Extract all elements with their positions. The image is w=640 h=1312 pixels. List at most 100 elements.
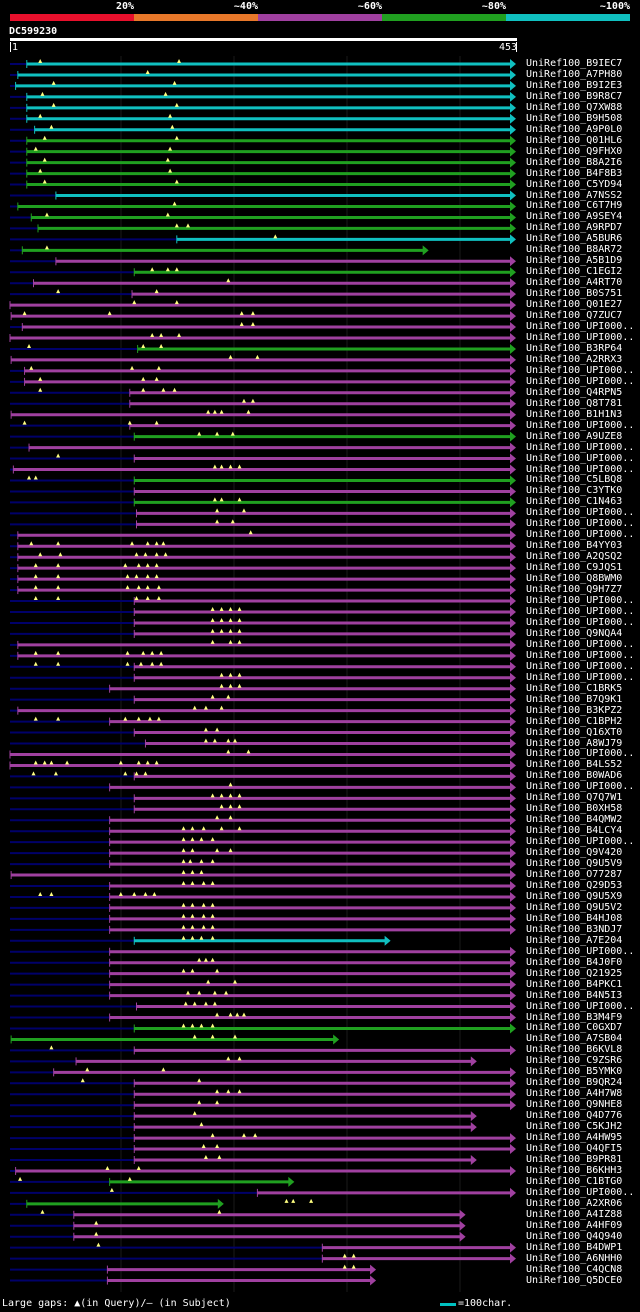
hit-label[interactable]: UniRef100_A4HF09: [526, 1219, 623, 1231]
hit-row[interactable]: [10, 135, 516, 146]
hit-row[interactable]: [10, 387, 516, 398]
hit-row[interactable]: [10, 585, 516, 596]
hit-row[interactable]: [10, 683, 516, 694]
hit-label[interactable]: UniRef100_UPI000..: [526, 649, 635, 661]
hit-row[interactable]: [10, 102, 516, 113]
hit-label[interactable]: UniRef100_B3RP64: [526, 342, 623, 354]
hit-row[interactable]: [9, 333, 516, 343]
hit-label[interactable]: UniRef100_UPI000..: [526, 595, 635, 607]
hit-label[interactable]: UniRef100_UPI000..: [526, 606, 635, 617]
hit-row[interactable]: [10, 124, 516, 135]
hit-label[interactable]: UniRef100_B4YY03: [526, 540, 623, 552]
hit-label[interactable]: UniRef100_UPI000..: [526, 529, 635, 541]
hit-row[interactable]: [10, 979, 516, 990]
hit-label[interactable]: UniRef100_A7PH80: [526, 68, 623, 80]
hit-row[interactable]: [10, 1056, 477, 1067]
hit-label[interactable]: UniRef100_UPI000..: [526, 836, 635, 848]
hit-label[interactable]: UniRef100_A5BUR6: [526, 233, 623, 245]
hit-label[interactable]: UniRef100_B4LS52: [526, 759, 623, 771]
hit-label[interactable]: UniRef100_UPI000..: [526, 441, 635, 453]
hit-label[interactable]: UniRef100_B0XH58: [526, 803, 623, 815]
hit-row[interactable]: [10, 354, 516, 365]
hit-label[interactable]: UniRef100_Q29D53: [526, 880, 623, 891]
hit-label[interactable]: UniRef100_UPI000..: [526, 671, 635, 683]
hit-row[interactable]: [10, 672, 516, 683]
hit-row[interactable]: [10, 1067, 516, 1078]
hit-row[interactable]: [10, 530, 516, 541]
hit-label[interactable]: UniRef100_A4H7W8: [526, 1088, 623, 1100]
hit-label[interactable]: UniRef100_C5KJH2: [526, 1121, 623, 1133]
hit-row[interactable]: [10, 617, 516, 628]
hit-row[interactable]: [10, 848, 516, 859]
hit-label[interactable]: UniRef100_B3M4F9: [526, 1011, 623, 1023]
hit-row[interactable]: [10, 508, 516, 519]
hit-label[interactable]: UniRef100_Q9NHE8: [526, 1099, 623, 1111]
hit-label[interactable]: UniRef100_B9PR81: [526, 1154, 623, 1165]
hit-label[interactable]: UniRef100_B9R8C7: [526, 90, 623, 102]
hit-row[interactable]: [10, 1176, 295, 1187]
hit-row[interactable]: [10, 881, 516, 891]
hit-row[interactable]: [10, 1133, 516, 1144]
hit-row[interactable]: [10, 870, 516, 881]
hit-row[interactable]: [10, 431, 516, 442]
hit-label[interactable]: UniRef100_B9QR24: [526, 1077, 623, 1089]
hit-row[interactable]: [10, 913, 516, 924]
hit-row[interactable]: [10, 59, 516, 69]
hit-row[interactable]: [10, 738, 516, 749]
hit-label[interactable]: UniRef100_Q4RPN5: [526, 386, 623, 398]
hit-row[interactable]: [10, 1165, 516, 1176]
hit-row[interactable]: [10, 902, 516, 913]
hit-label[interactable]: UniRef100_UPI000..: [526, 638, 635, 650]
hit-row[interactable]: [10, 782, 516, 793]
hit-row[interactable]: [10, 705, 516, 716]
hit-row[interactable]: [10, 1209, 466, 1220]
hit-row[interactable]: [10, 256, 516, 267]
hit-label[interactable]: UniRef100_A9RPD7: [526, 222, 623, 234]
hit-row[interactable]: [10, 607, 516, 617]
hit-row[interactable]: [10, 859, 516, 870]
hit-label[interactable]: UniRef100_B4HJ08: [526, 912, 623, 924]
hit-label[interactable]: UniRef100_Q8BWM0: [526, 573, 623, 585]
hit-row[interactable]: [10, 289, 516, 300]
hit-label[interactable]: UniRef100_UPI000..: [526, 616, 635, 628]
hit-row[interactable]: [10, 1100, 516, 1111]
hit-label[interactable]: UniRef100_B4PKC1: [526, 978, 623, 990]
hit-row[interactable]: [10, 168, 516, 179]
hit-row[interactable]: [10, 420, 516, 431]
hit-row[interactable]: [10, 1089, 516, 1100]
hit-label[interactable]: UniRef100_Q9U5X9: [526, 890, 623, 902]
hit-label[interactable]: UniRef100_A2QSQ2: [526, 551, 623, 563]
hit-label[interactable]: UniRef100_Q9H7Z7: [526, 584, 623, 596]
hit-row[interactable]: [9, 749, 516, 760]
hit-row[interactable]: [10, 234, 516, 245]
hit-label[interactable]: UniRef100_C1EGI2: [526, 266, 623, 278]
hit-label[interactable]: UniRef100_C6T7H9: [526, 200, 623, 212]
hit-label[interactable]: UniRef100_A7NSS2: [526, 189, 623, 201]
hit-label[interactable]: UniRef100_UPI000..: [526, 1000, 635, 1012]
hit-row[interactable]: [10, 267, 516, 278]
hit-label[interactable]: UniRef100_Q4QFI5: [526, 1143, 623, 1155]
hit-row[interactable]: [10, 1034, 340, 1045]
hit-label[interactable]: UniRef100_UPI000..: [526, 419, 635, 431]
hit-label[interactable]: UniRef100_A8WJ79: [526, 737, 623, 749]
hit-row[interactable]: [10, 946, 516, 957]
hit-label[interactable]: UniRef100_Q16XT0: [526, 726, 623, 738]
hit-row[interactable]: [10, 826, 516, 837]
hit-row[interactable]: [10, 157, 516, 168]
hit-label[interactable]: UniRef100_UPI000..: [526, 781, 635, 793]
hit-row[interactable]: [10, 80, 516, 91]
hit-label[interactable]: UniRef100_Q9V420: [526, 847, 623, 859]
hit-row[interactable]: [10, 343, 516, 354]
hit-label[interactable]: UniRef100_O77287: [526, 869, 623, 881]
hit-row[interactable]: [10, 924, 516, 935]
hit-label[interactable]: UniRef100_UPI000..: [526, 375, 635, 387]
hit-row[interactable]: [10, 968, 516, 979]
hit-label[interactable]: UniRef100_UPI000..: [526, 518, 635, 530]
hit-row[interactable]: [10, 409, 516, 420]
hit-label[interactable]: UniRef100_B4LCY4: [526, 825, 623, 837]
hit-label[interactable]: UniRef100_B8AR72: [526, 244, 623, 256]
hit-row[interactable]: [10, 212, 516, 223]
hit-label[interactable]: UniRef100_A9UZE8: [526, 430, 623, 442]
hit-row[interactable]: [10, 1275, 377, 1286]
hit-label[interactable]: UniRef100_B0S751: [526, 288, 623, 300]
